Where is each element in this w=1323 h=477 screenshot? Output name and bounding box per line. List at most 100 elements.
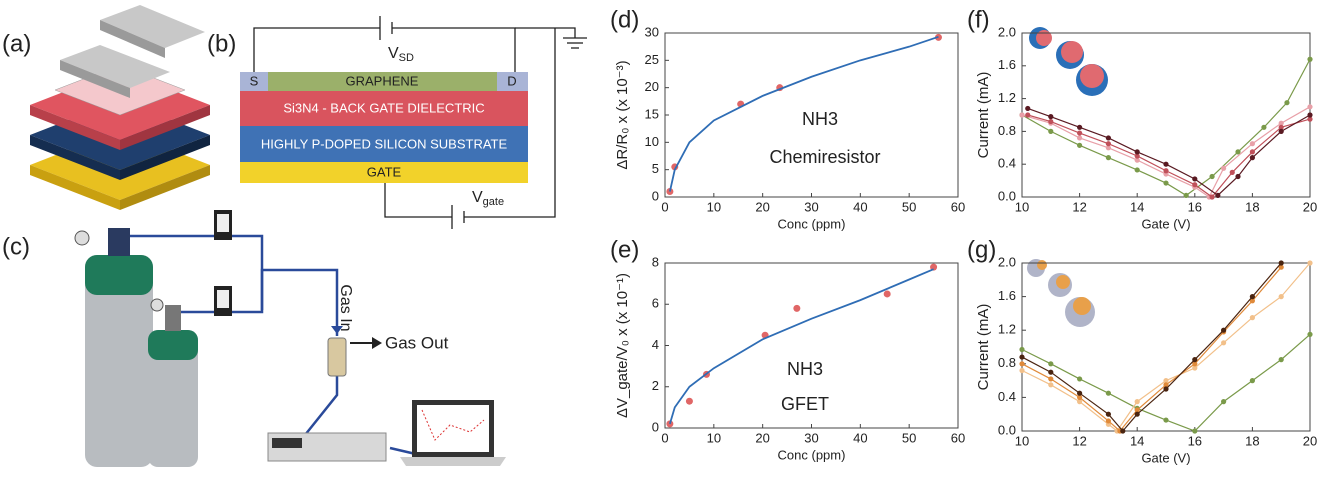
vgate-main: V: [472, 189, 483, 206]
data-point: [1077, 135, 1082, 140]
x-tick-label: 18: [1245, 199, 1259, 214]
data-point: [793, 305, 800, 312]
y-tick-label: 20: [645, 79, 659, 94]
x-tick-label: 40: [853, 430, 867, 445]
device-stack: [30, 5, 210, 210]
graphene-label: GRAPHENE: [346, 73, 419, 88]
x-tick-label: 30: [804, 199, 818, 214]
data-point: [1209, 174, 1214, 179]
data-point: [1250, 149, 1255, 154]
data-point: [1192, 428, 1197, 433]
data-point: [1279, 294, 1284, 299]
x-tick-label: 20: [755, 430, 769, 445]
data-point: [1163, 386, 1168, 391]
data-point: [1025, 106, 1030, 111]
y-tick-label: 1.6: [998, 288, 1016, 303]
data-point: [1077, 391, 1082, 396]
data-line: [1028, 108, 1310, 195]
panel-label: (c): [2, 233, 30, 260]
data-point: [1307, 112, 1312, 117]
data-point: [1106, 135, 1111, 140]
y-tick-label: 0: [652, 419, 659, 434]
data-point: [1250, 378, 1255, 383]
y-tick-label: 2.0: [998, 254, 1016, 269]
gate-label: GATE: [367, 164, 402, 179]
data-point: [1221, 340, 1226, 345]
data-point: [1077, 143, 1082, 148]
data-point: [1019, 368, 1024, 373]
y-tick-label: 6: [652, 296, 659, 311]
x-tick-label: 12: [1072, 199, 1086, 214]
annotation: Chemiresistor: [769, 147, 880, 167]
panel-label: (b): [207, 30, 236, 57]
data-point: [1106, 412, 1111, 417]
vgate-sub: gate: [483, 196, 504, 208]
data-point: [1025, 112, 1030, 117]
x-tick-label: 20: [1303, 199, 1317, 214]
data-point: [1279, 357, 1284, 362]
data-point: [1048, 361, 1053, 366]
x-tick-label: 20: [1303, 433, 1317, 448]
panel-label: (a): [2, 30, 31, 57]
data-point: [1221, 399, 1226, 404]
molecule-inset: [1027, 27, 1108, 327]
panel-label: (e): [610, 236, 639, 263]
x-tick-label: 10: [1015, 433, 1029, 448]
data-point: [1209, 194, 1214, 199]
data-point: [1215, 193, 1220, 198]
x-tick-label: 10: [707, 430, 721, 445]
x-tick-label: 16: [1188, 199, 1202, 214]
annotation: NH3: [802, 109, 838, 129]
x-axis-label: Gate (V): [1141, 216, 1190, 231]
y-tick-label: 0.0: [998, 188, 1016, 203]
data-point: [1261, 125, 1266, 130]
data-point: [1135, 167, 1140, 172]
y-tick-label: 25: [645, 52, 659, 67]
y-axis-label: ΔV_gate/V₀ x (x 10⁻¹): [614, 273, 631, 418]
data-point: [1077, 125, 1082, 130]
figure: (a) (b) (c) S D GRAPHENE Si3N4 - BACK GA…: [0, 0, 1323, 477]
data-point: [1019, 347, 1024, 352]
y-tick-label: 10: [645, 134, 659, 149]
y-tick-label: 0.8: [998, 355, 1016, 370]
data-point: [1106, 418, 1111, 423]
y-tick-label: 1.6: [998, 57, 1016, 72]
data-point: [1307, 332, 1312, 337]
drain-label: D: [507, 73, 516, 88]
x-tick-label: 40: [853, 199, 867, 214]
data-point: [1019, 354, 1024, 359]
y-axis-label: Current (mA): [975, 304, 992, 391]
y-tick-label: 30: [645, 24, 659, 39]
data-point: [884, 290, 891, 297]
data-point: [1221, 166, 1226, 171]
data-point: [1048, 382, 1053, 387]
data-point: [1250, 141, 1255, 146]
x-tick-label: 50: [902, 430, 916, 445]
data-point: [1235, 174, 1240, 179]
gas-out-label: Gas Out: [385, 333, 449, 352]
data-point: [1192, 176, 1197, 181]
data-point: [1019, 112, 1024, 117]
x-tick-label: 50: [902, 199, 916, 214]
vgate-label: Vgate: [472, 189, 504, 208]
y-tick-label: 1.2: [998, 322, 1016, 337]
x-tick-label: 0: [661, 199, 668, 214]
x-tick-label: 16: [1188, 433, 1202, 448]
data-point: [1019, 361, 1024, 366]
substrate-label: HIGHLY P-DOPED SILICON SUBSTRATE: [261, 136, 508, 151]
y-tick-label: 2: [652, 378, 659, 393]
dielectric-label: Si3N4 - BACK GATE DIELECTRIC: [283, 100, 484, 115]
y-tick-label: 0: [652, 188, 659, 203]
data-point: [1135, 399, 1140, 404]
y-tick-label: 2.0: [998, 24, 1016, 39]
panel-label: (f): [967, 6, 990, 33]
annotation: GFET: [781, 394, 829, 414]
source-label: S: [250, 73, 259, 88]
x-axis-label: Conc (ppm): [778, 447, 846, 462]
data-point: [1163, 168, 1168, 173]
x-tick-label: 20: [755, 199, 769, 214]
data-point: [686, 398, 693, 405]
data-point: [1163, 417, 1168, 422]
y-tick-label: 5: [652, 161, 659, 176]
data-point: [1230, 170, 1235, 175]
